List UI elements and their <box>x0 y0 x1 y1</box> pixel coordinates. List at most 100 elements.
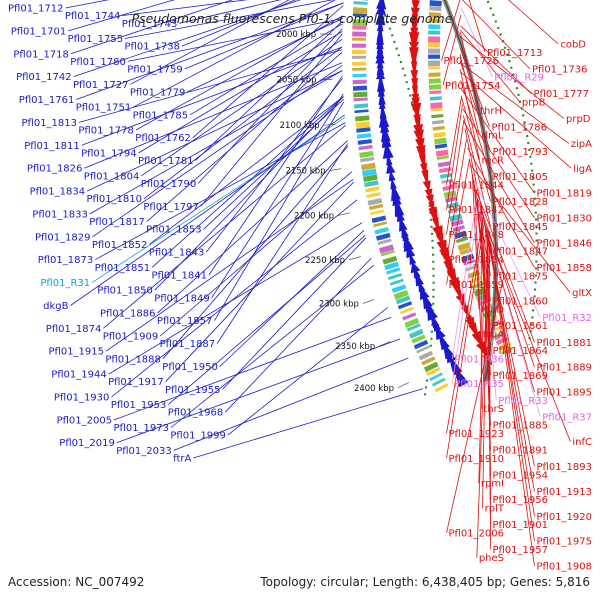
feature-block <box>428 36 441 43</box>
genome-backbone-core <box>443 0 497 383</box>
left-gene-label: Pfl01_1853 <box>146 225 202 236</box>
right-gene-label: Pfl01_1893 <box>536 462 592 473</box>
right-leader-line <box>462 0 531 70</box>
feature-block <box>429 372 443 382</box>
left-leader-line <box>216 143 349 344</box>
feature-block <box>439 172 453 179</box>
left-gene-label: Pfl01_1779 <box>130 87 186 98</box>
left-gene-label: Pfl01_1852 <box>92 240 148 251</box>
left-leader-line <box>138 31 343 154</box>
right-gene-label: Pfl01_1975 <box>536 537 592 548</box>
right-leader-line <box>467 147 535 268</box>
gene-arrow <box>388 169 396 182</box>
feature-block <box>404 317 420 328</box>
left-gene-label: Pfl01_1834 <box>30 187 86 198</box>
left-gene-label: Pfl01_1930 <box>54 393 110 404</box>
feature-block <box>431 119 445 125</box>
right-leader-line <box>483 220 571 442</box>
reverse-strand-genes <box>375 0 469 388</box>
left-leader-line <box>78 49 343 123</box>
gene-arrow <box>409 252 417 266</box>
feature-block <box>356 127 371 133</box>
left-gene-label: Pfl01_1712 <box>8 4 64 15</box>
right-leader-line <box>459 54 480 136</box>
kbp-tick-label: 2000 kbp <box>276 30 316 40</box>
gene-arrow <box>378 110 390 128</box>
right-gene-label: Pfl01_R36 <box>454 354 504 365</box>
right-leader-line <box>476 237 489 558</box>
feature-block <box>428 66 441 70</box>
right-leader-line <box>463 121 535 244</box>
gene-arrow <box>376 0 387 10</box>
left-gene-label: Pfl01_1953 <box>111 400 167 411</box>
gene-arrow <box>403 238 415 252</box>
feature-block <box>434 143 448 149</box>
left-gene-label: Pfl01_2019 <box>59 438 115 449</box>
feature-block <box>359 150 374 158</box>
feature-block <box>431 113 444 119</box>
right-leader-line <box>475 188 535 343</box>
gene-arrow <box>422 180 431 193</box>
right-gene-label: prpD <box>566 114 591 125</box>
kbp-tick-label: 2350 kbp <box>335 342 375 352</box>
feature-block <box>393 289 409 300</box>
feature-block <box>434 383 449 393</box>
right-gene-label: Pfl01_1954 <box>492 470 548 481</box>
right-leader-line <box>441 0 461 61</box>
feature-block <box>428 78 441 84</box>
left-leader-line <box>159 171 353 337</box>
feature-block <box>380 250 395 257</box>
left-gene-label: Pfl01_1701 <box>11 26 67 37</box>
left-leader-line <box>187 18 343 93</box>
feature-block <box>428 30 441 35</box>
left-gene-label: Pfl01_1718 <box>13 49 69 60</box>
feature-block <box>375 232 391 241</box>
right-leader-line <box>446 119 465 235</box>
left-gene-label: Pfl01_1968 <box>168 408 224 419</box>
feature-block <box>379 244 395 254</box>
right-gene-label: Pfl01_1845 <box>492 222 548 233</box>
gene-arrow <box>426 303 438 322</box>
right-gene-label: Pfl01_1901 <box>492 520 548 531</box>
right-gene-label: thrS <box>483 404 504 415</box>
left-leader-line <box>105 178 354 352</box>
left-leader-line <box>146 51 343 222</box>
left-leader-line <box>127 18 343 62</box>
left-leader-line <box>113 316 392 421</box>
feature-block <box>428 84 442 90</box>
left-leader-line <box>205 78 343 253</box>
feature-block <box>436 155 450 160</box>
left-leader-line <box>214 101 345 321</box>
feature-block <box>428 12 442 19</box>
left-gene-label: Pfl01_1917 <box>108 377 164 388</box>
forward-strand-genes <box>408 0 493 366</box>
gene-arrow <box>380 116 390 134</box>
right-gene-label: Pfl01_R35 <box>454 379 504 390</box>
left-gene-label: Pfl01_1797 <box>143 202 199 213</box>
right-gene-label: Pfl01_1913 <box>536 487 592 498</box>
right-gene-label: Pfl01_R29 <box>494 73 544 84</box>
right-leader-line <box>508 0 559 45</box>
feature-block <box>366 192 381 199</box>
feature-block <box>354 109 369 114</box>
right-gene-label: Pfl01_1895 <box>536 388 592 399</box>
feature-block <box>452 225 466 232</box>
right-leader-line <box>478 227 486 484</box>
gene-arrow <box>429 309 440 329</box>
feature-block <box>416 345 430 354</box>
feature-block <box>450 219 464 227</box>
feature-block <box>432 125 445 131</box>
right-gene-label: Pfl01_R33 <box>498 396 548 407</box>
feature-block <box>437 161 451 168</box>
right-leader-line <box>460 88 535 194</box>
right-leader-line <box>461 7 493 78</box>
gene-arrow <box>423 295 434 313</box>
feature-block <box>352 79 367 85</box>
left-gene-label: ftrA <box>173 454 191 465</box>
kbp-tick-mark <box>362 299 375 304</box>
right-leader-line <box>459 36 565 119</box>
feature-block <box>352 19 367 26</box>
left-gene-label: Pfl01_1778 <box>78 126 134 137</box>
right-leader-line <box>446 139 467 260</box>
